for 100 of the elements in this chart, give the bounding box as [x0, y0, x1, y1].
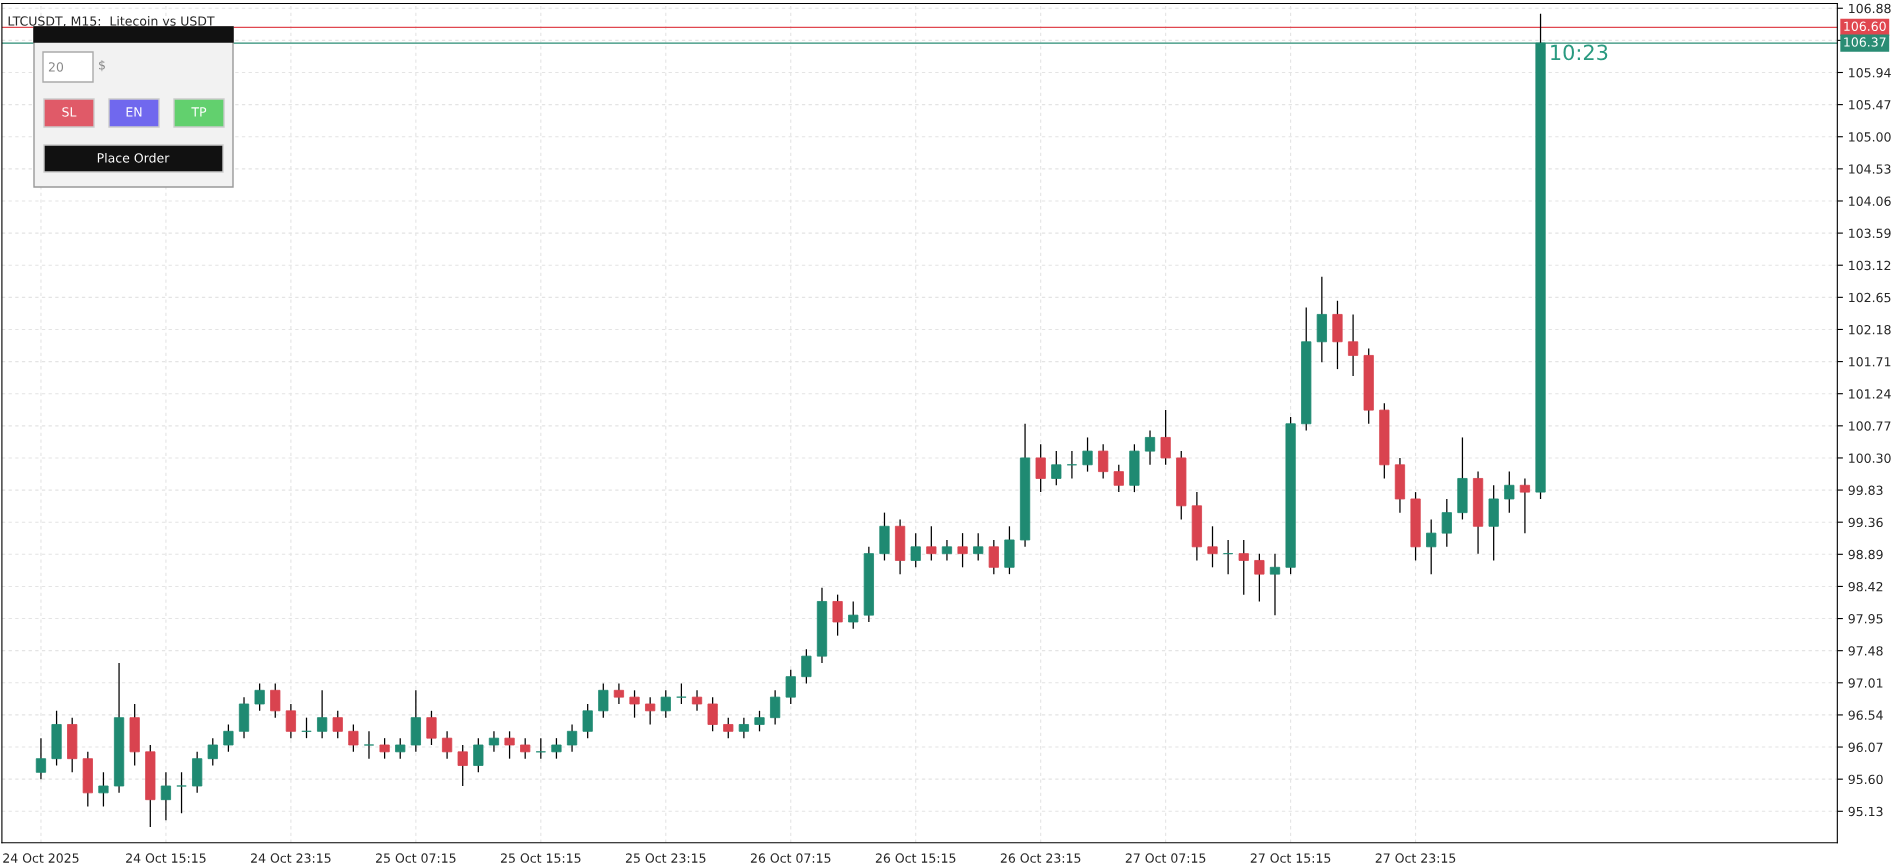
candlestick [957, 532, 968, 568]
y-tick-label: 100.77 [1849, 421, 1891, 431]
candlestick [1441, 498, 1452, 548]
y-tick-label: 105.00 [1849, 132, 1891, 142]
candlestick [551, 737, 562, 760]
annotation: EN [126, 107, 142, 117]
x-tick-label: 25 Oct 23:15 [625, 853, 706, 863]
annotation: 20 [48, 62, 64, 72]
x-tick-label: 26 Oct 07:15 [750, 853, 831, 863]
candlestick [832, 594, 843, 637]
candlestick [1035, 443, 1046, 493]
candlestick [941, 539, 953, 562]
y-tick-label: 101.71 [1849, 357, 1891, 367]
candlestick [270, 682, 281, 719]
y-tick-label: 96.07 [1848, 742, 1883, 752]
candlestick [770, 689, 781, 726]
candlestick [426, 710, 437, 746]
y-tick-label: 106.88 [1849, 3, 1891, 14]
candlestick [285, 703, 296, 739]
candlestick [676, 682, 687, 705]
y-tick-label: 98.42 [1848, 581, 1883, 592]
y-tick-label: 95.60 [1848, 774, 1883, 785]
candlestick [504, 730, 515, 760]
x-tick-label: 27 Oct 23:15 [1375, 853, 1456, 863]
candlestick [707, 696, 718, 732]
x-tick-label: 24 Oct 15:15 [126, 853, 206, 863]
candlestick [629, 689, 640, 719]
candlestick [441, 730, 453, 760]
candlestick [1238, 539, 1249, 596]
candlestick [1160, 409, 1171, 466]
candlestick [35, 737, 47, 780]
candlestick [1254, 553, 1265, 603]
y-tick-label: 96.54 [1848, 710, 1883, 720]
candlestick [223, 723, 234, 753]
candlestick [988, 539, 999, 575]
candlestick [691, 689, 703, 712]
candlestick [738, 717, 749, 739]
candlestick [848, 600, 859, 630]
y-tick-label: 104.53 [1849, 164, 1891, 174]
y-tick-label: 103.12 [1849, 260, 1891, 271]
x-tick-label: 25 Oct 15:15 [500, 853, 581, 863]
candlestick [1082, 436, 1093, 473]
y-tick-label: 105.94 [1849, 67, 1891, 78]
ref-line-label: 106.60 [1844, 21, 1886, 32]
candlestick [520, 737, 531, 760]
y-tick-label: 95.13 [1848, 806, 1883, 817]
x-tick-label: 27 Oct 07:15 [1125, 853, 1206, 863]
y-tick-label: 104.06 [1849, 196, 1891, 206]
candlestick [660, 689, 671, 719]
y-tick-label: 99.83 [1848, 485, 1883, 495]
candlestick [910, 532, 921, 568]
candlestick [1426, 518, 1437, 575]
x-tick-label: 25 Oct 07:15 [376, 853, 456, 863]
annotation: Place Order [97, 152, 170, 163]
candlestick [535, 737, 546, 760]
candlestick [176, 771, 187, 814]
candlestick [457, 744, 468, 787]
x-tick-label: 24 Oct 2025 [3, 853, 79, 863]
candlestick [473, 737, 484, 773]
candlestick [363, 730, 375, 760]
y-tick-label: 98.89 [1848, 549, 1883, 560]
candlestick [1347, 313, 1359, 377]
candlestick [207, 737, 218, 767]
candlestick [1066, 450, 1078, 480]
y-tick-label: 103.59 [1849, 228, 1891, 239]
candlestick [1144, 429, 1156, 466]
candlestick [1519, 477, 1531, 534]
candlestick [348, 723, 359, 753]
candlestick [723, 717, 734, 739]
y-tick-label: 99.36 [1848, 517, 1883, 528]
candlestick [1269, 553, 1281, 616]
candlestick [317, 689, 328, 739]
candlestick [973, 532, 984, 562]
candlestick [785, 669, 796, 705]
candlestick [254, 682, 265, 712]
candlestick [160, 771, 172, 821]
annotation: TP [191, 107, 207, 117]
annotation: SL [62, 107, 77, 117]
text: LTCUSDT, M15: Litecoin vs USDT [8, 16, 215, 28]
y-tick-label: 101.24 [1849, 389, 1891, 399]
x-tick-label: 26 Oct 23:15 [1000, 853, 1081, 863]
annotation: 10:23 [1551, 44, 1608, 61]
candlestick [301, 717, 312, 739]
candlestick [1098, 443, 1109, 480]
candlestick [1223, 539, 1234, 575]
candlestick [613, 682, 625, 705]
x-tick-label: 26 Oct 15:15 [875, 853, 956, 863]
candlestick [566, 723, 578, 753]
y-tick-label: 102.65 [1849, 292, 1891, 303]
x-tick-label: 24 Oct 23:15 [251, 853, 331, 863]
candlestick [598, 682, 609, 719]
annotation: $ [99, 59, 105, 72]
candlestick [926, 525, 937, 562]
candlestick [582, 703, 593, 739]
x-tick-label: 27 Oct 15:15 [1250, 853, 1331, 863]
candlestick [801, 648, 812, 685]
candlestick [488, 730, 500, 753]
candlestick [1207, 525, 1218, 568]
ref-line-label: 106.37 [1844, 37, 1886, 47]
candlestick [1504, 470, 1515, 514]
